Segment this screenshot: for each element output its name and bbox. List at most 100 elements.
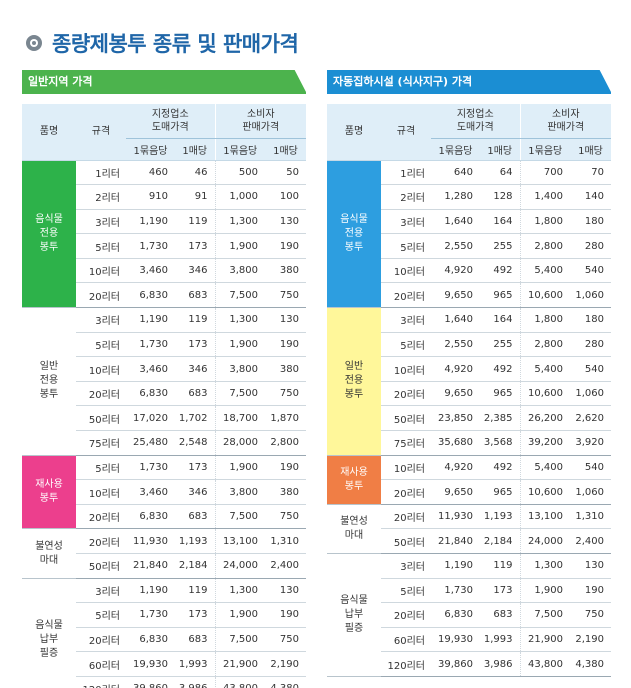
retail-sheet-cell: 2,400 (265, 553, 306, 579)
wholesale-sheet-cell: 683 (175, 504, 215, 530)
retail-bundle-cell: 5,400 (519, 258, 570, 284)
retail-bundle-cell: 21,900 (519, 627, 570, 653)
retail-sheet-cell: 190 (265, 602, 306, 628)
table-row: 10리터 4,920 492 5,400 540 (327, 356, 611, 382)
table-row: 음식물 납부 필증 3리터 1,190 119 1,300 130 (22, 578, 306, 688)
retail-sheet-cell: 2,400 (570, 528, 611, 554)
retail-bundle-cell: 18,700 (214, 405, 265, 432)
spec-cell: 50리터 (381, 528, 431, 554)
retail-bundle-cell: 1,900 (214, 233, 265, 259)
table-row: 20리터 6,830 683 7,500 750 (22, 282, 306, 309)
retail-bundle-cell: 3,800 (214, 479, 265, 505)
retail-sheet-cell: 1,060 (570, 479, 611, 505)
retail-bundle-cell: 1,900 (214, 455, 265, 481)
retail-bundle-cell: 28,000 (214, 430, 265, 456)
wholesale-sheet-cell: 492 (480, 258, 520, 284)
spec-cell: 10리터 (381, 258, 431, 284)
table-row: 2리터 1,280 128 1,400 140 (327, 184, 611, 210)
header-bundle: 1묶음당 (519, 138, 570, 161)
spec-cell: 10리터 (76, 356, 126, 382)
wholesale-sheet-cell: 46 (175, 160, 215, 186)
spec-cell: 50리터 (76, 553, 126, 579)
spec-cell: 3리터 (76, 307, 126, 333)
retail-bundle-cell: 1,300 (214, 307, 265, 333)
spec-cell: 20리터 (76, 528, 126, 554)
retail-sheet-cell: 380 (265, 479, 306, 505)
retail-bundle-cell: 1,300 (214, 578, 265, 604)
table-row: 재사용 봉투 5리터 1,730 173 1,900 190 (22, 455, 306, 530)
retail-sheet-cell: 1,060 (570, 282, 611, 309)
general-area-panel: 일반지역 가격 품명 규격 지정업소 도매가격 소비자 판매가격 1묶음당 1매당 … (22, 70, 306, 688)
wholesale-sheet-cell: 965 (480, 479, 520, 505)
retail-bundle-cell: 43,800 (519, 651, 570, 677)
table-row: 20리터 9,650 965 10,600 1,060 (327, 381, 611, 407)
retail-sheet-cell: 4,380 (265, 676, 306, 688)
table-row: 50리터 21,840 2,184 24,000 2,400 (22, 553, 306, 579)
retail-sheet-cell: 1,310 (265, 528, 306, 554)
auto-collection-title: 자동집하시설 (식사지구) 가격 (327, 70, 611, 92)
retail-bundle-cell: 2,800 (519, 233, 570, 259)
retail-bundle-cell: 24,000 (519, 528, 570, 554)
retail-bundle-cell: 39,200 (519, 430, 570, 456)
wholesale-bundle-cell: 17,020 (126, 405, 175, 432)
table-row: 50리터 21,840 2,184 24,000 2,400 (327, 528, 611, 554)
retail-sheet-cell: 100 (265, 184, 306, 210)
table-row: 2리터 910 91 1,000 100 (22, 184, 306, 210)
spec-cell: 75리터 (76, 430, 126, 456)
wholesale-bundle-cell: 21,840 (431, 528, 480, 554)
wholesale-bundle-cell: 11,930 (431, 504, 480, 530)
table-row: 5리터 1,730 173 1,900 190 (22, 332, 306, 358)
retail-bundle-cell: 10,600 (519, 282, 570, 309)
wholesale-bundle-cell: 1,730 (126, 602, 175, 628)
retail-sheet-cell: 380 (265, 258, 306, 284)
wholesale-bundle-cell: 1,730 (126, 233, 175, 259)
table-row: 불연성 마대 20리터 11,930 1,193 13,100 1,310 (22, 528, 306, 579)
wholesale-sheet-cell: 346 (175, 356, 215, 382)
retail-bundle-cell: 13,100 (519, 504, 570, 530)
retail-sheet-cell: 750 (570, 602, 611, 628)
retail-sheet-cell: 130 (265, 307, 306, 333)
wholesale-sheet-cell: 173 (175, 602, 215, 628)
retail-sheet-cell: 130 (265, 578, 306, 604)
header-wholesale: 지정업소 도매가격 (431, 104, 520, 139)
header-spec: 규격 (381, 104, 431, 161)
retail-bundle-cell: 5,400 (519, 356, 570, 382)
auto-collection-table-body: 음식물 전용 봉투 1리터 640 64 700 70 2리터 1,280 128 1,400 140 3… (327, 160, 611, 677)
table-row: 재사용 봉투 10리터 4,920 492 5,400 540 (327, 455, 611, 505)
table-row: 50리터 17,020 1,702 18,700 1,870 (22, 405, 306, 432)
retail-sheet-cell: 190 (570, 578, 611, 604)
spec-cell: 1리터 (381, 160, 431, 186)
wholesale-bundle-cell: 6,830 (126, 627, 175, 653)
wholesale-sheet-cell: 173 (175, 332, 215, 358)
wholesale-sheet-cell: 1,702 (175, 405, 215, 432)
wholesale-sheet-cell: 173 (480, 578, 520, 604)
retail-bundle-cell: 700 (519, 160, 570, 186)
table-row: 10리터 3,460 346 3,800 380 (22, 356, 306, 382)
wholesale-sheet-cell: 683 (480, 602, 520, 628)
retail-sheet-cell: 3,920 (570, 430, 611, 456)
spec-cell: 10리터 (381, 455, 431, 481)
retail-bundle-cell: 24,000 (214, 553, 265, 579)
table-row: 50리터 23,850 2,385 26,200 2,620 (327, 405, 611, 432)
spec-cell: 1리터 (76, 160, 126, 186)
retail-sheet-cell: 1,060 (570, 381, 611, 407)
wholesale-sheet-cell: 255 (480, 233, 520, 259)
wholesale-sheet-cell: 965 (480, 381, 520, 407)
retail-bundle-cell: 1,300 (519, 553, 570, 579)
retail-bundle-cell: 1,300 (214, 209, 265, 235)
wholesale-bundle-cell: 23,850 (431, 405, 480, 432)
general-area-price-table: 품명 규격 지정업소 도매가격 소비자 판매가격 1묶음당 1매당 1묶음당 1매당… (22, 104, 306, 688)
wholesale-sheet-cell: 965 (480, 282, 520, 309)
wholesale-sheet-cell: 1,993 (175, 651, 215, 677)
wholesale-bundle-cell: 1,190 (126, 209, 175, 235)
header-bundle: 1묶음당 (126, 138, 175, 161)
table-row: 일반 전용 봉투 3리터 1,640 164 1,800 180 (327, 307, 611, 456)
wholesale-bundle-cell: 1,730 (126, 332, 175, 358)
header-wholesale: 지정업소 도매가격 (126, 104, 215, 139)
wholesale-bundle-cell: 3,460 (126, 356, 175, 382)
spec-cell: 20리터 (76, 627, 126, 653)
wholesale-bundle-cell: 1,730 (126, 455, 175, 481)
retail-sheet-cell: 190 (265, 455, 306, 481)
page-header: 종량제봉투 종류 및 판매가격 (26, 28, 299, 58)
wholesale-sheet-cell: 255 (480, 332, 520, 358)
